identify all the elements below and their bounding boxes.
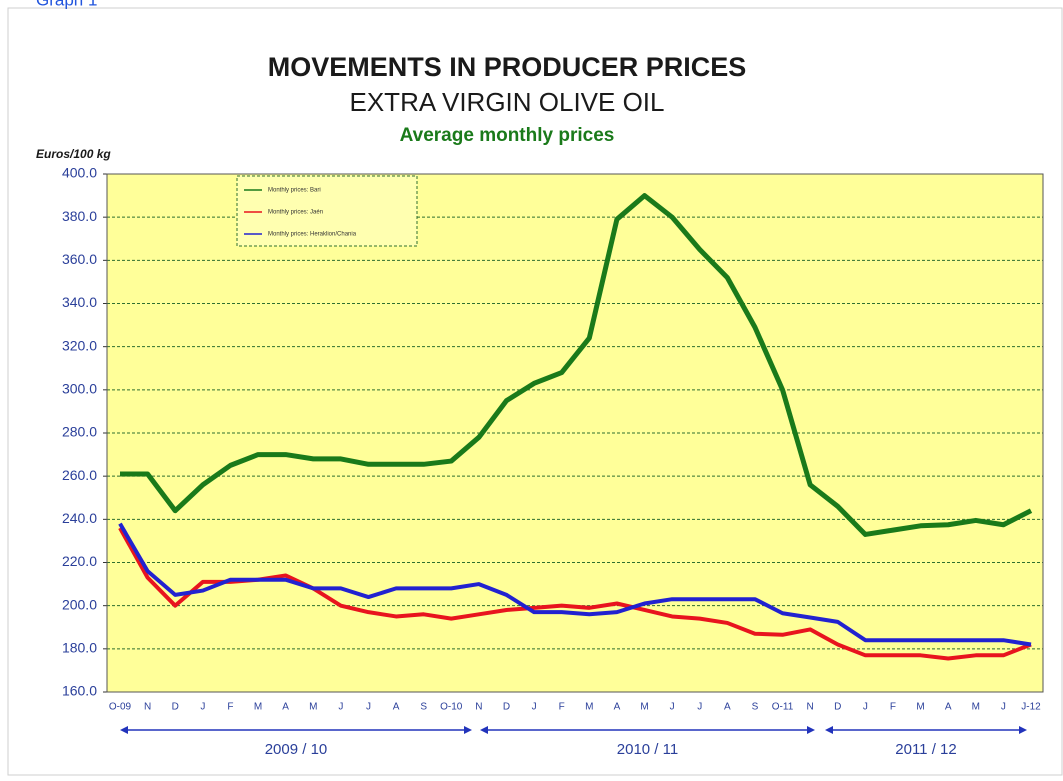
x-tick-label: M <box>254 702 262 713</box>
y-tick-label: 300.0 <box>62 381 97 397</box>
y-tick-label: 400.0 <box>62 165 97 181</box>
x-tick-label: F <box>559 702 565 713</box>
legend-label: Monthly prices: Jaén <box>268 210 323 216</box>
series-line <box>120 193 1033 537</box>
y-tick-label: 180.0 <box>62 640 97 656</box>
x-tick-label: A <box>282 702 289 713</box>
x-tick-label: S <box>420 702 427 713</box>
legend-label: Monthly prices: Heraklion/Chania <box>268 232 357 238</box>
y-tick-label: 200.0 <box>62 596 97 612</box>
x-tick-label: M <box>640 702 648 713</box>
x-tick-label: M <box>585 702 593 713</box>
x-tick-label: J <box>338 702 343 713</box>
plot-border <box>106 173 1044 693</box>
x-tick-label: N <box>144 702 151 713</box>
x-tick-label: O-10 <box>440 702 463 713</box>
x-tick-label: A <box>945 702 952 713</box>
series-line <box>118 526 1032 661</box>
x-tick-label: J-12 <box>1021 702 1041 713</box>
x-tick-label: D <box>503 702 510 713</box>
caption: Graph 1 <box>36 0 97 9</box>
x-tick-label: N <box>475 702 482 713</box>
y-tick-label: 340.0 <box>62 294 97 310</box>
y-tick-label: 260.0 <box>62 467 97 483</box>
y-tick-label: 380.0 <box>62 208 97 224</box>
legend-label: Monthly prices: Bari <box>268 188 321 194</box>
y-tick-label: 240.0 <box>62 510 97 526</box>
x-tick-label: A <box>393 702 400 713</box>
y-tick-label: 220.0 <box>62 553 97 569</box>
x-tick-label: J <box>1001 702 1006 713</box>
chart-title: MOVEMENTS IN PRODUCER PRICES <box>268 52 747 82</box>
x-tick-label: F <box>890 702 896 713</box>
x-tick-label: J <box>863 702 868 713</box>
x-tick-label: N <box>807 702 814 713</box>
x-tick-label: A <box>724 702 731 713</box>
legend-box <box>236 175 418 247</box>
x-tick-label: D <box>834 702 841 713</box>
x-tick-label: M <box>309 702 317 713</box>
period-label: 2011 / 12 <box>895 741 956 758</box>
x-tick-label: A <box>614 702 621 713</box>
x-tick-label: J <box>670 702 675 713</box>
x-tick-label: M <box>916 702 924 713</box>
x-tick-label: J <box>697 702 702 713</box>
x-tick-label: J <box>366 702 371 713</box>
x-tick-label: F <box>227 702 233 713</box>
y-tick-label: 160.0 <box>62 683 97 699</box>
chart-subtitle: EXTRA VIRGIN OLIVE OIL <box>350 87 665 117</box>
y-tick-label: 280.0 <box>62 424 97 440</box>
x-tick-label: D <box>172 702 179 713</box>
chart-subtitle-2: Average monthly prices <box>400 125 615 146</box>
period-label: 2010 / 11 <box>617 741 678 758</box>
x-tick-label: O-09 <box>109 702 132 713</box>
x-tick-label: S <box>752 702 759 713</box>
period-label: 2009 / 10 <box>265 741 328 758</box>
y-axis-label: Euros/100 kg <box>36 147 111 161</box>
x-tick-label: J <box>200 702 205 713</box>
x-tick-label: J <box>532 702 537 713</box>
x-tick-label: O-11 <box>772 702 794 713</box>
y-tick-label: 320.0 <box>62 337 97 353</box>
x-tick-label: M <box>972 702 980 713</box>
y-tick-label: 360.0 <box>62 251 97 267</box>
series-line <box>118 522 1032 647</box>
